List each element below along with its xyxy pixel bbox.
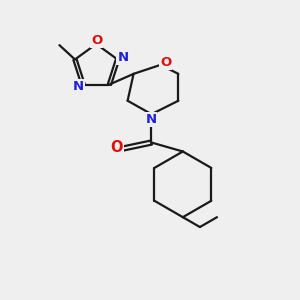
Text: O: O [91,34,103,47]
Text: N: N [117,51,128,64]
Text: O: O [110,140,123,155]
Text: O: O [160,56,171,69]
Text: N: N [73,80,84,93]
Text: N: N [145,113,157,126]
